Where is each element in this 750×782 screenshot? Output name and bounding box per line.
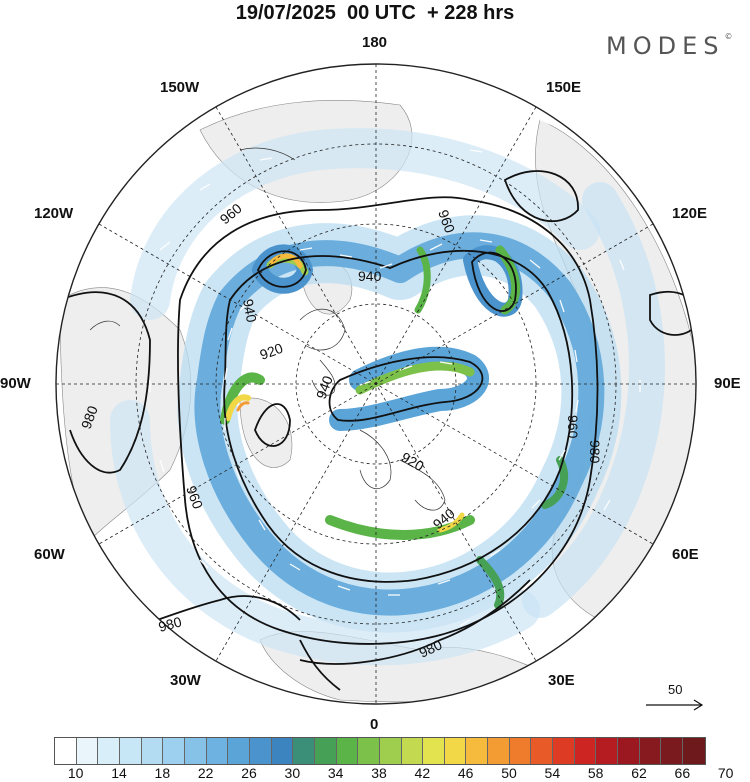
map-border [55, 63, 697, 705]
lon-label-120w: 120W [34, 205, 74, 222]
colorbar-tick-label: 54 [544, 765, 561, 781]
colorbar-swatch [141, 738, 164, 764]
lon-label-60e: 60E [672, 546, 699, 563]
lon-label-180: 180 [362, 34, 388, 51]
colorbar-swatch [639, 738, 662, 764]
contour-label: 920 [258, 340, 286, 363]
contour-label: 960 [435, 208, 458, 236]
lon-label-120e: 120E [672, 205, 708, 222]
colorbar-swatch [55, 738, 77, 764]
lon-label-150w: 150W [160, 79, 200, 96]
colorbar-tick-label: 70 [717, 765, 734, 781]
colorbar-tick-label: 46 [457, 765, 474, 781]
colorbar-swatch [596, 738, 619, 764]
contour-label: 940 [313, 373, 336, 401]
colorbar-swatch [553, 738, 575, 764]
colorbar-tick-label: 14 [111, 765, 127, 781]
contour-label: 960 [565, 415, 581, 439]
colorbar-swatch [423, 738, 445, 764]
colorbar-tick-label: 62 [631, 765, 647, 781]
colorbar-tick-label: 10 [67, 765, 84, 781]
colorbar-swatch [444, 738, 467, 764]
wind-reference-label: 50 [668, 682, 683, 697]
colorbar-swatch [184, 738, 207, 764]
colorbar-tick-label: 34 [327, 765, 344, 781]
contour-label: 980 [78, 403, 101, 431]
colorbar-tick-label: 50 [501, 765, 517, 781]
colorbar [54, 737, 706, 765]
contour-label: 940 [240, 298, 260, 324]
map-title: 19/07/2025 00 UTC + 228 hrs [235, 2, 515, 24]
colorbar-swatch [249, 738, 272, 764]
colorbar-tick-label: 18 [154, 765, 171, 781]
colorbar-swatch [293, 738, 315, 764]
colorbar-swatch [271, 738, 294, 764]
contour-label: 960 [183, 484, 206, 512]
wind-reference-arrow [646, 699, 704, 711]
contour-label: 980 [587, 440, 603, 464]
colorbar-tick-label: 42 [414, 765, 431, 781]
colorbar-swatch [76, 738, 99, 764]
lon-label-90w: 90W [0, 375, 31, 392]
colorbar-swatch [683, 738, 705, 764]
lon-label-30w: 30W [170, 672, 201, 689]
colorbar-swatch [163, 738, 185, 764]
colorbar-swatch [98, 738, 120, 764]
colorbar-swatch [509, 738, 532, 764]
contour-label: 980 [157, 613, 184, 635]
wind-vectors [149, 119, 641, 627]
geopotential-contours [59, 170, 696, 691]
lon-label-150e: 150E [546, 79, 582, 96]
colorbar-swatch [358, 738, 380, 764]
lon-label-0: 0 [370, 716, 379, 733]
lon-label-60w: 60W [34, 546, 65, 563]
colorbar-swatch [488, 738, 510, 764]
colorbar-tick-label: 58 [587, 765, 604, 781]
colorbar-swatch [336, 738, 359, 764]
colorbar-tick-label: 26 [241, 765, 257, 781]
colorbar-swatch [661, 738, 684, 764]
colorbar-swatch [379, 738, 402, 764]
colorbar-swatch [228, 738, 250, 764]
colorbar-tick-label: 22 [197, 765, 214, 781]
colorbar-swatch [574, 738, 597, 764]
colorbar-tick-label: 66 [674, 765, 691, 781]
colorbar-swatch [466, 738, 489, 764]
colorbar-tick-label: 30 [284, 765, 301, 781]
colorbar-swatch [119, 738, 142, 764]
colorbar-swatch [618, 738, 640, 764]
colorbar-ticks: 10 14 18 22 26 30 34 38 42 46 50 54 58 62 66 70 [54, 765, 734, 781]
colorbar-tick-label: 38 [371, 765, 387, 781]
colorbar-swatch [314, 738, 337, 764]
colorbar-swatch [531, 738, 554, 764]
colorbar-swatch [206, 738, 229, 764]
contour-label: 940 [358, 268, 382, 284]
lon-label-90e: 90E [714, 375, 741, 392]
graticule [56, 64, 696, 704]
colorbar-swatch [401, 738, 424, 764]
brand-logo: MODES© [606, 32, 733, 60]
lon-label-30e: 30E [548, 672, 575, 689]
